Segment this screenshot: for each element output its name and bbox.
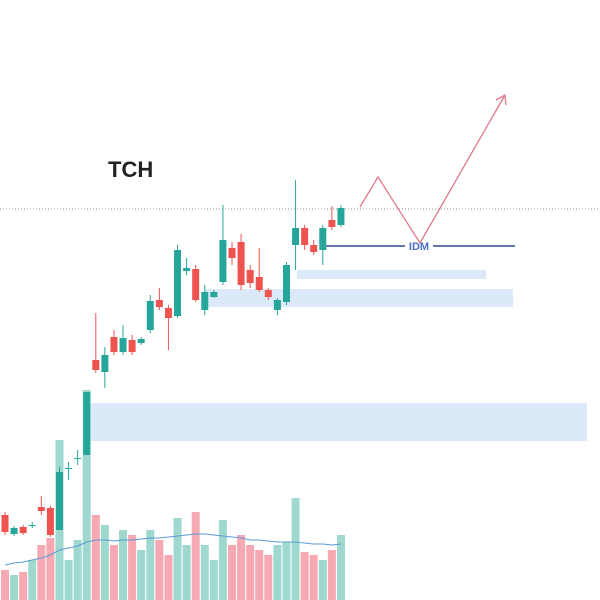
volume-bar	[309, 555, 318, 600]
candle-body	[119, 338, 127, 352]
candle-body	[110, 337, 118, 352]
volume-bar	[255, 550, 264, 600]
candle-body	[237, 242, 245, 285]
candle-body	[28, 525, 36, 526]
idm-label: IDM	[409, 241, 429, 253]
candle-body	[282, 265, 290, 302]
volume-bar	[73, 540, 82, 600]
volume-bar	[300, 552, 309, 600]
candle-body	[228, 248, 236, 258]
volume-bar	[218, 520, 227, 600]
volume-bar	[209, 560, 218, 600]
candle-body	[128, 340, 136, 352]
volume-bar	[28, 560, 37, 600]
candle-body	[92, 360, 100, 370]
candle-body	[292, 228, 300, 245]
projection-arrowhead	[495, 93, 507, 106]
volume-bar	[318, 560, 327, 600]
ticker-title: TCH	[108, 157, 153, 182]
candle-body	[301, 228, 309, 245]
candle-body	[319, 228, 327, 250]
volume-bar	[273, 545, 282, 600]
volume-bar	[164, 555, 173, 600]
candle-body	[74, 458, 82, 459]
volume-bar	[191, 512, 200, 600]
projection-path	[359, 94, 506, 245]
candle-body	[10, 528, 18, 534]
candle-body	[164, 308, 172, 318]
candle-body	[46, 508, 54, 535]
candle-body	[337, 208, 345, 225]
volume-bar	[37, 545, 46, 600]
zone	[90, 403, 587, 441]
volume-bar	[173, 518, 182, 600]
volume-bar	[327, 550, 336, 600]
volume-bar	[291, 498, 300, 600]
candle-body	[65, 468, 73, 469]
candle-body	[210, 292, 218, 297]
candle-body	[310, 245, 318, 252]
candle-body	[246, 270, 254, 283]
volume-bar	[200, 545, 209, 600]
zone	[205, 289, 513, 307]
volume-bar	[228, 545, 236, 600]
candle-body	[219, 240, 227, 282]
volume-bar	[246, 545, 255, 600]
volume-bar	[137, 550, 146, 600]
volume-bar	[10, 575, 19, 600]
candle-body	[192, 269, 200, 300]
candle-body	[328, 220, 336, 227]
volume-bar	[64, 560, 73, 600]
candle-body	[273, 300, 281, 310]
candle-body	[101, 355, 109, 372]
candle-body	[83, 392, 91, 455]
volume-bar	[146, 530, 155, 600]
volume-bar	[264, 555, 273, 600]
candle-body	[183, 268, 191, 271]
volume-bar	[336, 535, 345, 600]
volume-bar	[1, 570, 9, 600]
volume-bar	[155, 540, 164, 600]
candle-body	[264, 290, 272, 297]
candle-body	[37, 507, 45, 511]
volume-bar	[282, 542, 291, 600]
candle-body	[137, 339, 145, 343]
volume-bar	[82, 390, 91, 600]
candle-body	[1, 515, 9, 532]
volume-bar	[100, 525, 109, 600]
volume-bar	[91, 515, 100, 600]
candle-body	[201, 292, 209, 310]
volume-bar	[19, 572, 28, 600]
volume-bar	[119, 530, 128, 600]
candle-body	[55, 472, 63, 530]
volume-bar	[237, 535, 246, 600]
candle-body	[155, 300, 163, 307]
volume-bar	[46, 538, 55, 600]
volume-bar	[182, 545, 191, 600]
zone	[297, 270, 486, 279]
candle-body	[19, 527, 27, 533]
volume-ma	[4, 533, 342, 566]
candle-body	[174, 250, 182, 316]
candle-body	[146, 301, 154, 330]
volume-bar	[128, 535, 137, 600]
candle-body	[255, 277, 263, 290]
volume-bar	[109, 545, 118, 600]
